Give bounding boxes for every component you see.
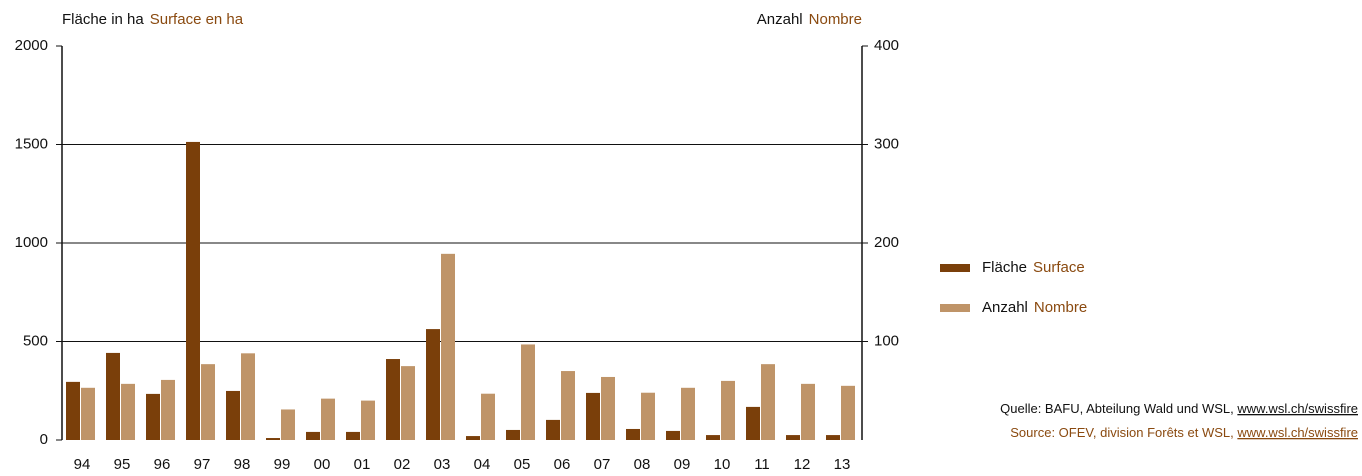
- bar: [106, 352, 120, 440]
- source-fr: Source: OFEV, division Forêts et WSL, ww…: [1010, 425, 1358, 440]
- x-tick-label: 02: [394, 456, 411, 473]
- bar: [346, 431, 360, 440]
- x-tick-label: 04: [474, 456, 491, 473]
- y2-tick-label: 200: [874, 234, 899, 251]
- bar: [426, 329, 440, 440]
- legend-entry: Anzahl Nombre: [982, 299, 1087, 316]
- x-tick-label: 09: [674, 456, 691, 473]
- y-label-fr: Surface en ha: [150, 11, 244, 28]
- y2-tick-label: 100: [874, 332, 899, 349]
- bar: [546, 419, 560, 440]
- bar: [321, 398, 335, 440]
- x-tick-label: 99: [274, 456, 291, 473]
- bar: [746, 406, 760, 440]
- y2-label-fr: Nombre: [809, 11, 862, 28]
- bar: [761, 364, 775, 440]
- y-tick-label: 2000: [15, 37, 48, 54]
- bar: [641, 392, 655, 440]
- legend-swatch: [940, 304, 970, 312]
- y-axis-label: Fläche in ha Surface en ha: [62, 11, 244, 28]
- x-tick-label: 98: [234, 456, 251, 473]
- bar: [226, 390, 240, 440]
- legend-name: Fläche: [982, 259, 1027, 276]
- x-tick-label: 11: [754, 456, 770, 473]
- bar: [121, 383, 135, 440]
- bar: [481, 393, 495, 440]
- bar: [66, 381, 80, 440]
- bar: [801, 383, 815, 440]
- y-tick-label: 0: [40, 431, 48, 448]
- y-tick-label: 500: [23, 332, 48, 349]
- x-tick-label: 08: [634, 456, 651, 473]
- y2-axis-label: Anzahl Nombre: [757, 11, 862, 28]
- y-tick-label: 1000: [15, 234, 48, 251]
- x-tick-label: 10: [714, 456, 731, 473]
- y2-label-de: Anzahl: [757, 11, 803, 28]
- bar: [361, 400, 375, 440]
- bar: [681, 387, 695, 440]
- bar: [161, 379, 175, 440]
- bar: [81, 387, 95, 440]
- y2-tick-label: 300: [874, 135, 899, 152]
- bar: [506, 429, 520, 440]
- bar: [401, 366, 415, 440]
- x-tick-label: 03: [434, 456, 451, 473]
- y2-tick-label: 400: [874, 37, 899, 54]
- x-tick-label: 01: [354, 456, 371, 473]
- x-tick-label: 94: [74, 456, 91, 473]
- legend-swatch: [940, 264, 970, 272]
- bar: [201, 364, 215, 440]
- bar: [386, 359, 400, 440]
- x-tick-label: 96: [154, 456, 171, 473]
- x-tick-label: 07: [594, 456, 611, 473]
- source-de-text: Quelle: BAFU, Abteilung Wald und WSL,: [1000, 401, 1237, 416]
- x-tick-label: 13: [834, 456, 851, 473]
- legend-name-fr: Nombre: [1034, 299, 1087, 316]
- bar: [146, 393, 160, 440]
- bar: [561, 371, 575, 440]
- source-de-link[interactable]: www.wsl.ch/swissfire: [1236, 401, 1358, 416]
- legend-name-fr: Surface: [1033, 259, 1085, 276]
- source-fr-text: Source: OFEV, division Forêts et WSL,: [1010, 425, 1237, 440]
- x-tick-label: 12: [794, 456, 811, 473]
- x-tick-label: 95: [114, 456, 131, 473]
- source-fr-link[interactable]: www.wsl.ch/swissfire: [1236, 425, 1358, 440]
- bar: [706, 435, 720, 440]
- bar: [441, 253, 455, 440]
- bar: [721, 380, 735, 440]
- bar: [266, 438, 280, 440]
- source-de: Quelle: BAFU, Abteilung Wald und WSL, ww…: [1000, 401, 1358, 416]
- bar: [601, 376, 615, 440]
- bar: [281, 409, 295, 440]
- bar: [666, 430, 680, 440]
- x-tick-label: 05: [514, 456, 531, 473]
- x-tick-label: 00: [314, 456, 331, 473]
- bar: [241, 353, 255, 440]
- x-tick-label: 97: [194, 456, 211, 473]
- bar: [521, 344, 535, 440]
- legend-entry: Fläche Surface: [982, 259, 1085, 276]
- y-tick-label: 1500: [15, 135, 48, 152]
- y-label-de: Fläche in ha: [62, 11, 144, 28]
- bar: [786, 435, 800, 440]
- bar: [586, 392, 600, 440]
- x-tick-label: 06: [554, 456, 571, 473]
- legend-name: Anzahl: [982, 299, 1028, 316]
- bar: [186, 141, 200, 440]
- bar: [826, 435, 840, 440]
- bar: [306, 431, 320, 440]
- bar: [841, 385, 855, 440]
- bar: [626, 428, 640, 440]
- bar: [466, 436, 480, 440]
